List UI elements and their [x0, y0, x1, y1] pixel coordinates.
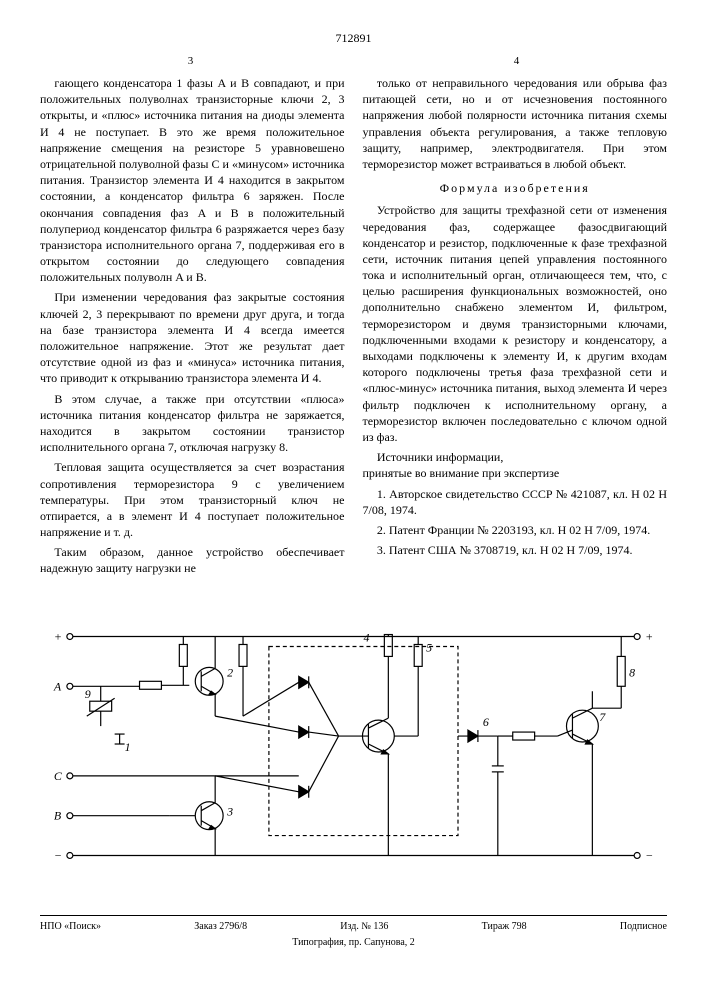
left-p5: Таким образом, данное устройство обеспеч…	[40, 544, 345, 576]
svg-text:3: 3	[226, 804, 233, 818]
svg-text:B: B	[54, 808, 62, 822]
source-3: 3. Патент США № 3708719, кл. H 02 H 7/09…	[363, 542, 668, 558]
right-column: только от неправильного чередования или …	[363, 75, 668, 581]
left-p3: В этом случае, а также при отсутствии «п…	[40, 391, 345, 456]
footer-sub: Подписное	[620, 920, 667, 934]
svg-text:6: 6	[483, 715, 489, 729]
column-numbers: 3 4	[40, 54, 667, 69]
svg-text:1: 1	[125, 740, 131, 754]
footer-izd: Изд. № 136	[340, 920, 388, 934]
svg-text:−: −	[54, 848, 62, 862]
left-p1: гающего конденсатора 1 фазы A и B совпад…	[40, 75, 345, 285]
svg-text:+: +	[54, 629, 62, 643]
svg-text:4: 4	[363, 630, 369, 644]
svg-text:A: A	[53, 679, 62, 693]
svg-text:−: −	[645, 848, 653, 862]
footer-tirazh: Тираж 798	[482, 920, 527, 934]
left-column: гающего конденсатора 1 фазы A и B совпад…	[40, 75, 345, 581]
right-p2: Устройство для защиты трехфазной сети от…	[363, 202, 668, 445]
col-num-right: 4	[366, 54, 667, 69]
svg-text:+: +	[645, 629, 653, 643]
left-p2: При изменении чередования фаз закрытые с…	[40, 289, 345, 386]
svg-text:C: C	[54, 768, 63, 782]
source-2: 2. Патент Франции № 2203193, кл. H 02 H …	[363, 522, 668, 538]
footer: НПО «Поиск» Заказ 2796/8 Изд. № 136 Тира…	[40, 915, 667, 934]
col-num-left: 3	[40, 54, 341, 69]
sources-sub-text: принятые во внимание при экспертизе	[363, 466, 560, 480]
sources-title-text: Источники информации,	[377, 450, 503, 464]
text-columns: гающего конденсатора 1 фазы A и B совпад…	[40, 75, 667, 581]
footer-zakaz: Заказ 2796/8	[194, 920, 247, 934]
footer-org: НПО «Поиск»	[40, 920, 101, 934]
svg-text:9: 9	[85, 687, 91, 701]
svg-text:7: 7	[599, 710, 606, 724]
footer-typography: Типография, пр. Сапунова, 2	[40, 936, 667, 950]
svg-text:8: 8	[629, 665, 635, 679]
source-1: 1. Авторское свидетельство СССР № 421087…	[363, 486, 668, 518]
left-p4: Тепловая защита осуществляется за счет в…	[40, 459, 345, 540]
patent-number: 712891	[40, 30, 667, 46]
right-p1: только от неправильного чередования или …	[363, 75, 668, 172]
sources-title: Источники информации, принятые во вниман…	[363, 449, 668, 481]
svg-text:5: 5	[426, 640, 432, 654]
circuit-schematic: + A C B − + − 1 2 3 4 5 6 7 8 9	[40, 606, 667, 886]
formula-title: Формула изобретения	[363, 180, 668, 196]
svg-text:2: 2	[227, 665, 233, 679]
